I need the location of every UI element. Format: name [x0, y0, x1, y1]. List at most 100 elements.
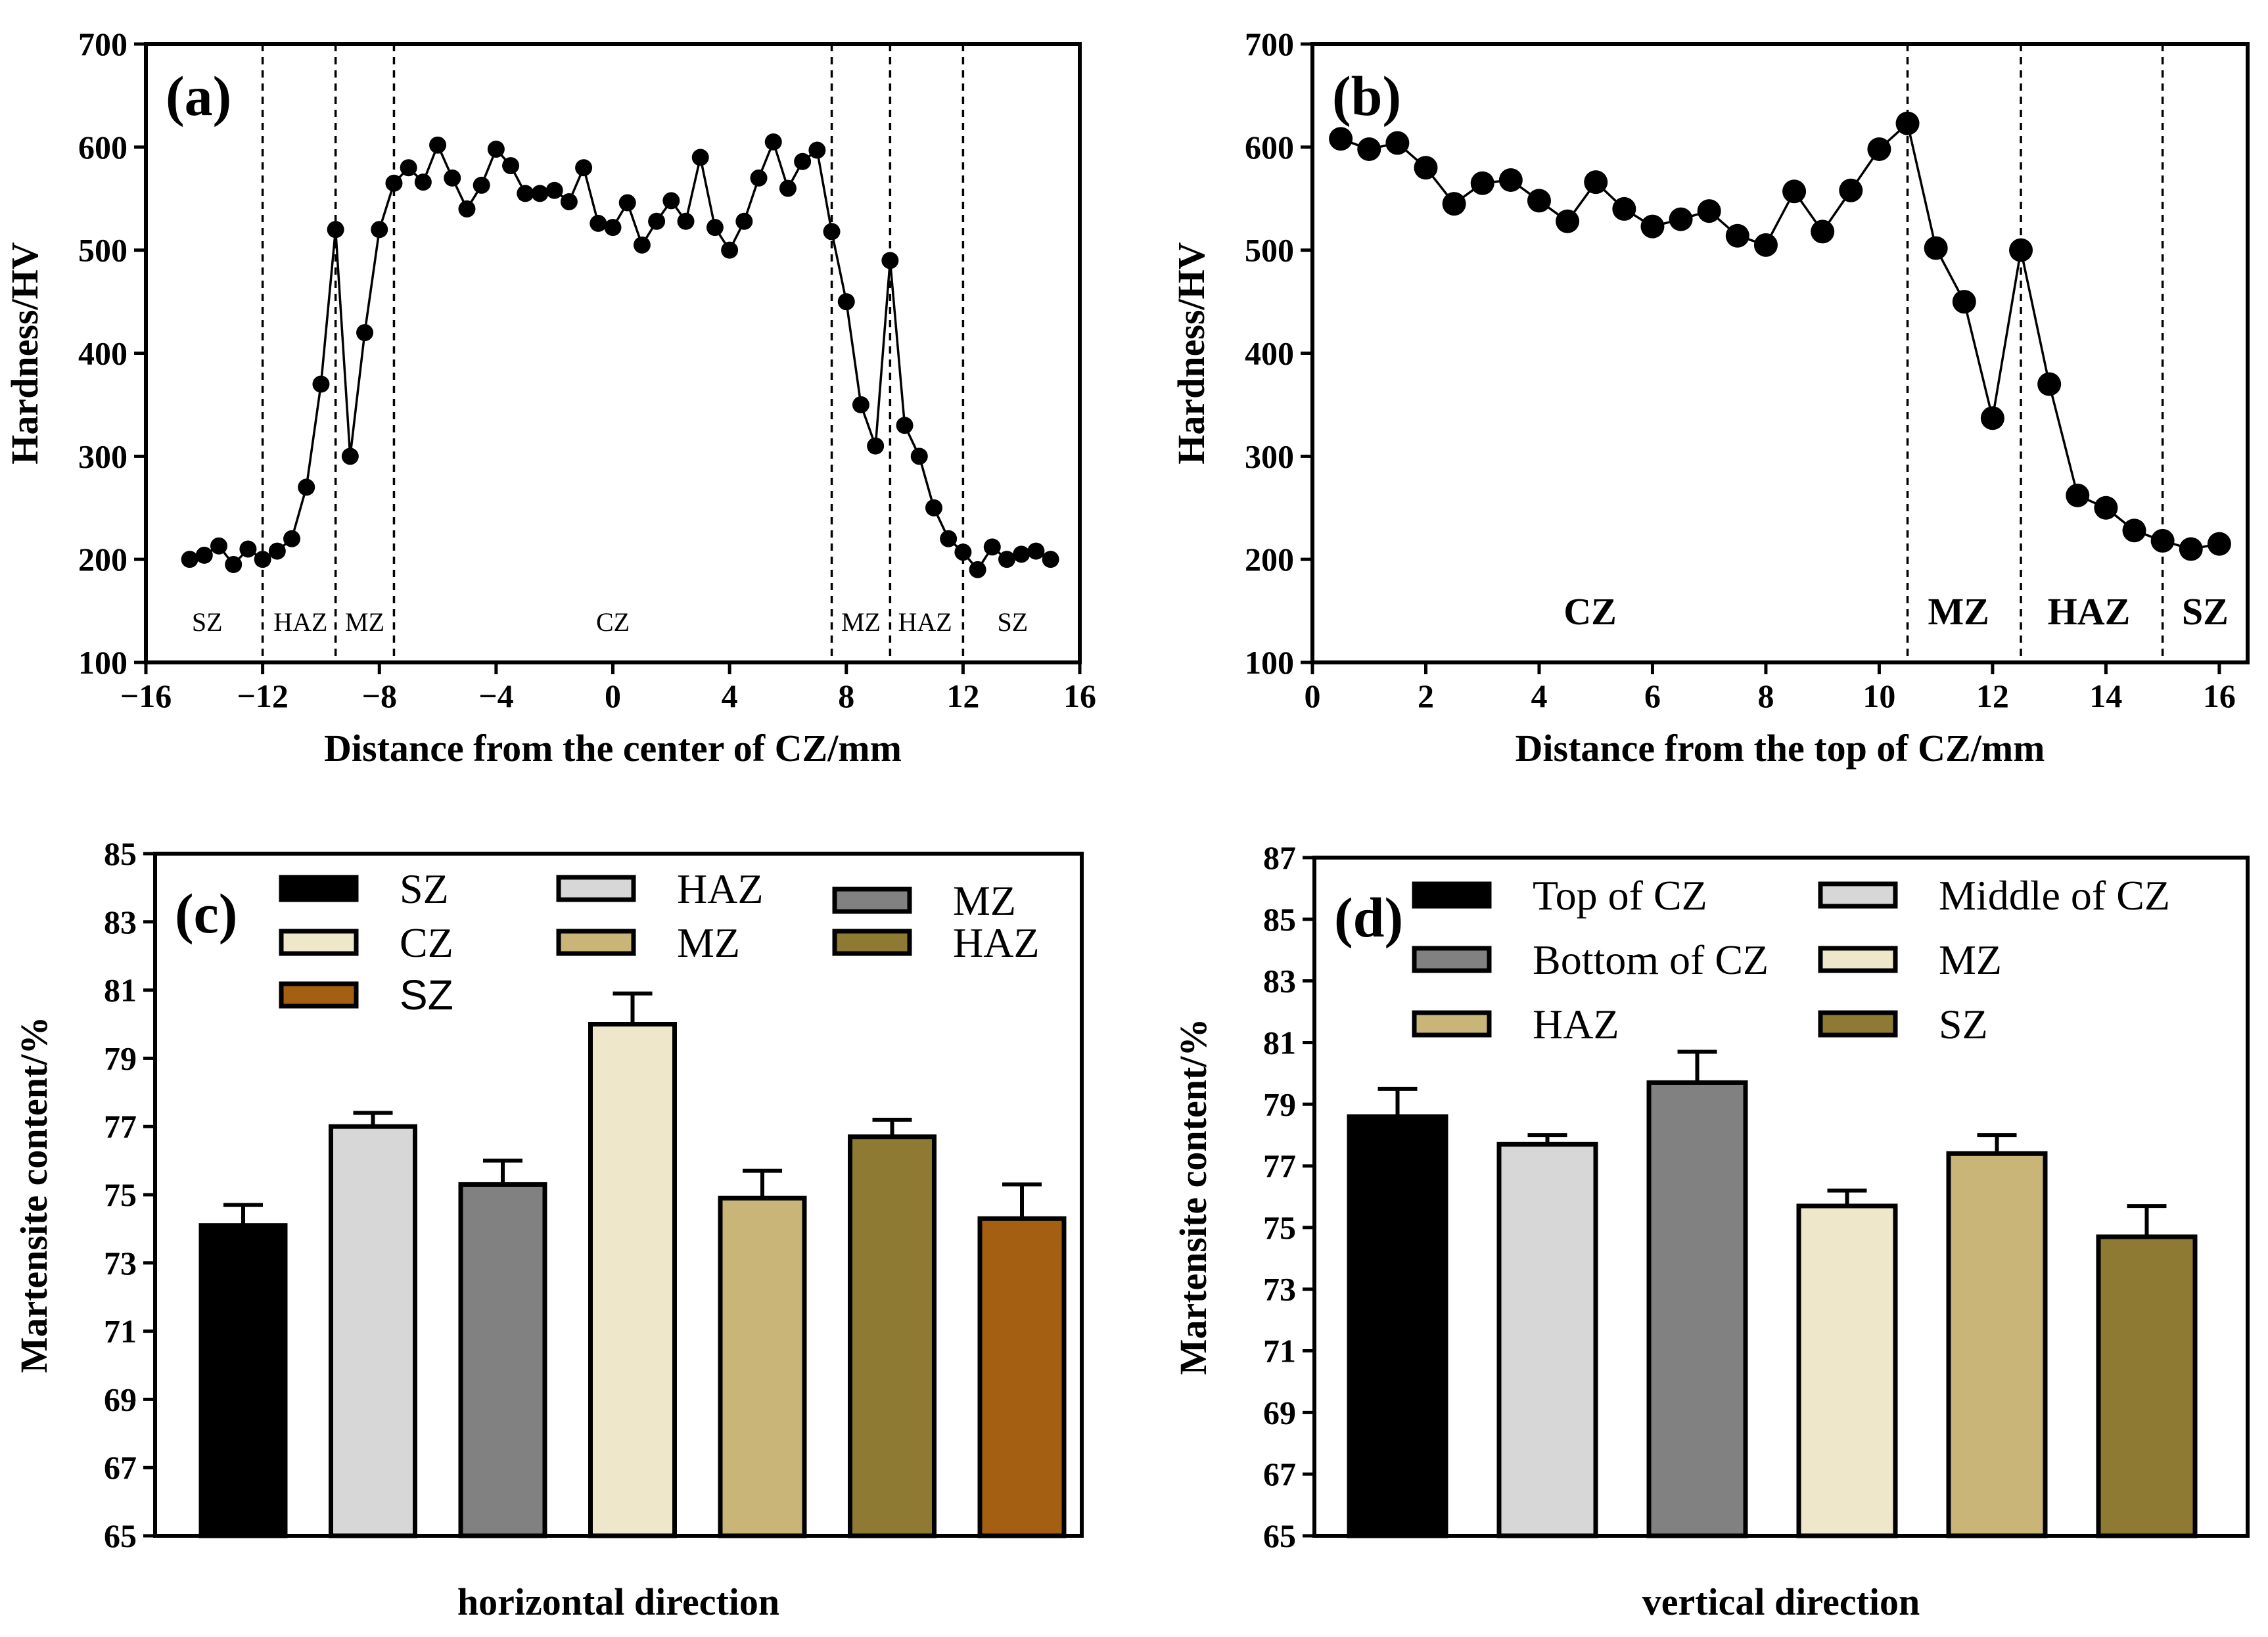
data-point	[2094, 496, 2118, 520]
y-axis-title: Hardness/HV	[1170, 242, 1213, 464]
data-point	[648, 212, 666, 230]
x-axis-title: vertical direction	[1642, 1580, 1920, 1623]
bar-bottom-of-cz	[1646, 1080, 1748, 1538]
zone-label: SZ	[998, 607, 1029, 637]
data-point	[517, 185, 534, 202]
y-tick-label: 81	[104, 972, 137, 1009]
data-point	[1527, 189, 1551, 213]
y-tick-label: 100	[1245, 644, 1294, 681]
data-point	[414, 173, 432, 191]
y-tick-label: 500	[78, 232, 127, 269]
data-point	[691, 149, 709, 166]
data-point	[794, 152, 812, 170]
data-point	[925, 499, 942, 517]
zone-label: HAZ	[273, 607, 327, 637]
legend-label: MZ	[677, 919, 740, 966]
y-tick-label: 69	[1263, 1394, 1296, 1431]
y-tick-label: 73	[104, 1245, 137, 1281]
panel-label: (b)	[1332, 64, 1401, 127]
data-point	[2150, 528, 2175, 553]
data-point	[881, 252, 899, 269]
x-tick-label: 6	[1644, 678, 1661, 714]
data-point	[356, 324, 374, 342]
data-point	[837, 293, 855, 311]
y-axis-title: Martensite content/%	[12, 1017, 55, 1373]
y-tick-label: 71	[104, 1313, 137, 1350]
data-point	[575, 159, 593, 177]
data-point	[473, 176, 490, 194]
data-point	[998, 551, 1015, 568]
data-point	[1442, 192, 1466, 216]
data-point	[779, 179, 797, 197]
data-point	[545, 181, 563, 199]
legend-swatch	[556, 875, 636, 902]
data-point	[808, 141, 826, 159]
data-point	[1980, 406, 2004, 430]
legend-swatch	[1818, 1010, 1898, 1038]
data-point	[910, 448, 928, 465]
legend-swatch	[279, 929, 359, 956]
legend-swatch	[1412, 881, 1492, 909]
y-tick-label: 600	[1245, 129, 1294, 166]
data-point	[2122, 519, 2146, 543]
x-tick-label: 2	[1418, 678, 1434, 714]
data-point	[502, 157, 520, 175]
data-point	[940, 530, 958, 547]
legend-swatch	[279, 981, 359, 1009]
data-point	[239, 540, 257, 558]
data-point	[706, 219, 724, 237]
panel-label: (c)	[175, 882, 237, 945]
data-point	[1385, 131, 1410, 155]
legend-swatch	[1818, 946, 1898, 973]
y-tick-label: 67	[1263, 1456, 1296, 1492]
data-point	[618, 194, 636, 212]
panel-label: (a)	[166, 64, 231, 127]
data-point	[764, 133, 782, 150]
data-point	[1924, 236, 1948, 260]
bar-haz	[1946, 1151, 2048, 1538]
zone-label: HAZ	[898, 607, 952, 637]
data-point	[385, 174, 403, 192]
bar-cz	[329, 1124, 417, 1538]
data-point	[750, 169, 768, 187]
data-point	[896, 417, 914, 434]
data-point	[1867, 137, 1891, 161]
y-tick-label: 200	[1245, 541, 1294, 578]
y-tick-label: 400	[1245, 335, 1294, 372]
x-tick-label: 12	[1976, 678, 2009, 714]
plot-frame	[1310, 42, 2250, 664]
data-point	[444, 169, 461, 187]
y-tick-label: 700	[78, 26, 127, 62]
data-point	[1584, 170, 1608, 195]
y-tick-label: 81	[1263, 1024, 1296, 1061]
zone-label: MZ	[1928, 590, 1989, 633]
x-tick-label: 12	[946, 678, 979, 714]
legend-label: HAZ	[1533, 1001, 1619, 1048]
legend-swatch	[832, 929, 912, 956]
x-axis-title: horizontal direction	[457, 1580, 779, 1623]
y-tick-label: 85	[1263, 901, 1296, 938]
bar-mz	[458, 1182, 547, 1538]
legend-label: CZ	[400, 919, 453, 966]
y-axis-title: Martensite content/%	[1172, 1019, 1215, 1375]
legend-label: HAZ	[677, 865, 764, 912]
zone-label: HAZ	[2048, 590, 2131, 633]
data-point	[181, 551, 198, 568]
data-point	[254, 551, 271, 568]
bar-sz	[977, 1216, 1067, 1538]
bar-top-of-cz	[1347, 1114, 1448, 1538]
y-tick-label: 77	[1263, 1147, 1296, 1184]
bar-haz	[848, 1134, 937, 1538]
legend-label: MZ	[953, 877, 1016, 924]
data-point	[1811, 219, 1835, 244]
data-point	[1612, 196, 1636, 221]
x-axis-title: Distance from the top of CZ/mm	[1516, 727, 2045, 770]
x-tick-label: 0	[1305, 678, 1321, 714]
data-point	[458, 200, 476, 218]
legend-swatch	[556, 929, 636, 956]
y-tick-label: 73	[1263, 1271, 1296, 1308]
y-tick-label: 69	[104, 1381, 137, 1418]
legend-label: SZ	[400, 865, 449, 912]
data-point	[2066, 483, 2090, 507]
